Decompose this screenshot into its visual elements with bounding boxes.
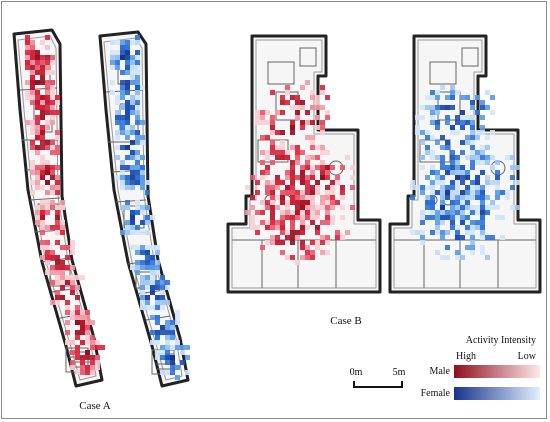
case-a-male-heatmap <box>25 35 105 375</box>
legend-female-label: Female <box>421 388 451 399</box>
case-b-female-heatmap <box>410 85 520 260</box>
case-a-label: Case A <box>79 400 111 412</box>
legend-male-label: Male <box>429 366 450 377</box>
case-b-male-plan <box>226 34 382 294</box>
case-a-female-heatmap <box>110 35 190 380</box>
case-b-male-heatmap <box>245 80 355 265</box>
case-a-female-plan <box>98 30 190 388</box>
legend-male-gradient <box>454 365 540 378</box>
legend-high-label: High <box>456 351 476 362</box>
legend-female-gradient <box>454 387 540 400</box>
scale-bar-line <box>353 381 403 388</box>
legend-low-label: Low <box>518 351 537 362</box>
legend: Activity Intensity High Low Male Female <box>421 335 540 400</box>
scale-bar: 0m 5m <box>350 367 406 388</box>
scale-bar-end-label: 5m <box>393 367 406 378</box>
scale-bar-start-label: 0m <box>350 367 363 378</box>
legend-title: Activity Intensity <box>466 335 536 346</box>
case-b-female-plan <box>388 34 542 294</box>
case-b-label: Case B <box>330 315 361 327</box>
case-a-male-plan <box>12 28 105 388</box>
